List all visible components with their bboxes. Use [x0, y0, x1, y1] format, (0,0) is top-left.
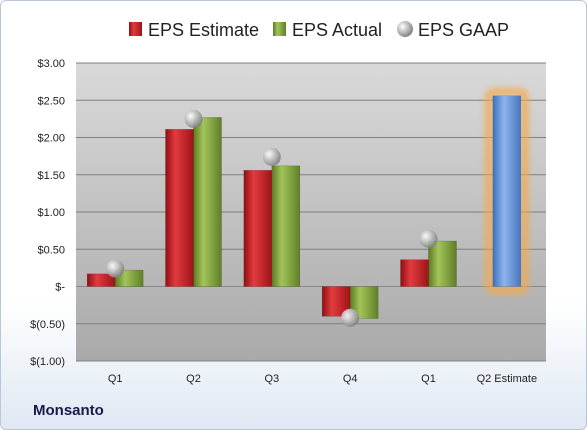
x-tick-label: Q3 [264, 373, 279, 385]
gaap-points [106, 109, 438, 327]
legend-gaap-marker [397, 21, 413, 37]
eps-actual-bar [193, 117, 222, 287]
eps-actual-bar [428, 240, 457, 287]
eps-estimate-bar [165, 129, 194, 287]
y-tick-label: $0.50 [37, 244, 65, 256]
eps-estimate-bar [243, 170, 273, 287]
y-tick-label: $1.00 [37, 207, 65, 219]
eps-estimate-bar [400, 259, 429, 287]
eps-gaap-point [419, 229, 438, 248]
y-tick-label: $(1.00) [30, 356, 65, 368]
legend: EPS Estimate EPS Actual EPS GAAP [129, 20, 509, 40]
estimate-glow [484, 87, 529, 295]
legend-label: EPS GAAP [418, 20, 509, 40]
y-tick-label: $1.50 [37, 170, 65, 182]
x-tick-label: Q1 [421, 373, 436, 385]
eps-gaap-point [184, 109, 203, 128]
y-tick-label: $3.00 [37, 58, 65, 70]
bars [86, 87, 529, 319]
x-tick-label: Q2 Estimate [477, 373, 538, 385]
company-name: Monsanto [33, 402, 104, 419]
eps-gaap-point [262, 147, 281, 166]
y-tick-label: $2.50 [37, 95, 65, 107]
y-tick-label: $(0.50) [30, 319, 65, 331]
x-tick-label: Q1 [108, 373, 123, 385]
legend-swatch [129, 22, 142, 36]
gridlines [76, 62, 546, 362]
x-axis-ticks: Q1 Q2 Q3 Q4 Q1 Q2 Estimate [108, 373, 537, 385]
q2-estimate-bar [492, 95, 522, 287]
eps-gaap-point [341, 308, 360, 327]
x-tick-label: Q2 [186, 373, 201, 385]
legend-swatch [273, 22, 286, 36]
y-tick-label: $- [55, 282, 65, 294]
y-tick-label: $2.00 [37, 133, 65, 145]
eps-actual-bar [271, 165, 301, 287]
legend-label: EPS Actual [292, 20, 382, 40]
eps-gaap-point [106, 259, 125, 278]
y-axis-ticks: $(1.00) $(0.50) $- $0.50 $1.00 $1.50 $2.00 $2.5… [30, 58, 65, 368]
x-tick-label: Q4 [343, 373, 358, 385]
legend-label: EPS Estimate [148, 20, 259, 40]
